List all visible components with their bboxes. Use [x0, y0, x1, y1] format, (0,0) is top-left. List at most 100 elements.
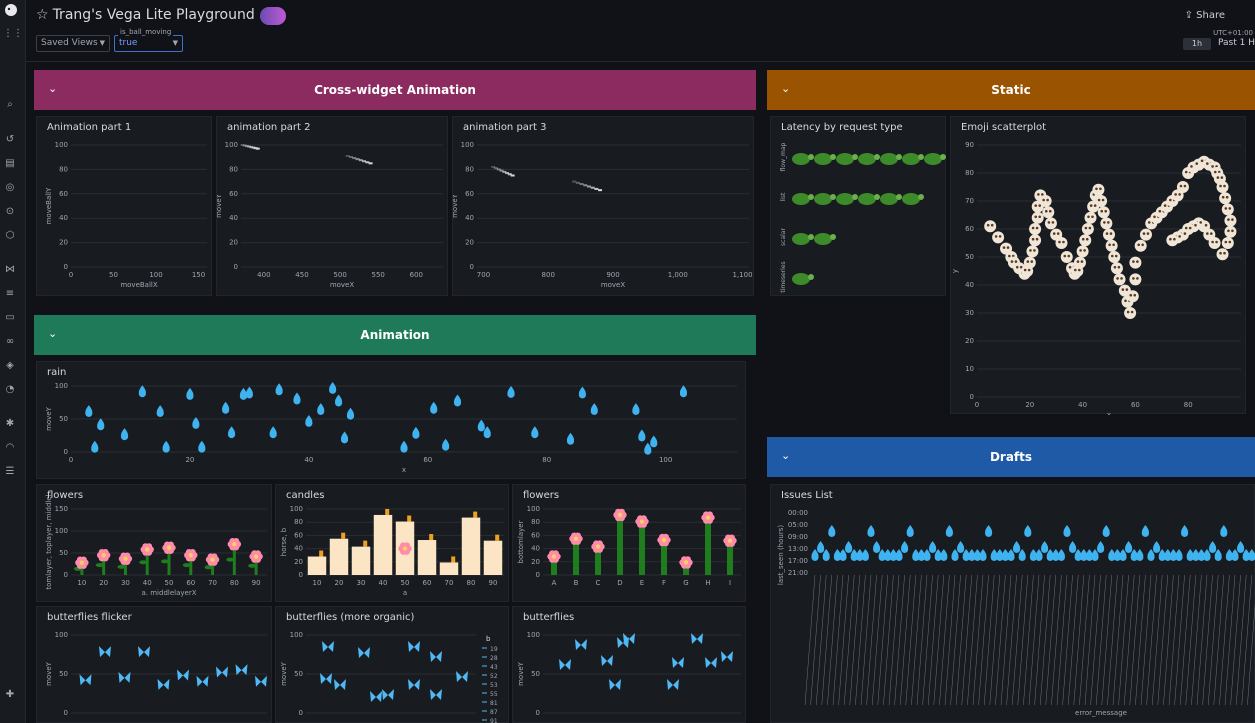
panel-candles[interactable]: candles 0 20 40 60 80 100 a horse, b 10 20 30 40 50 60… [275, 484, 509, 602]
flower-center [551, 554, 557, 559]
x-tick-label: 60 [1131, 401, 1140, 409]
emoji-eye [1219, 251, 1222, 255]
emoji-eye [1067, 254, 1071, 258]
chevron-down-icon[interactable]: ⌄ [781, 82, 791, 95]
panel-animation-part-3[interactable]: animation part 3 0 20 40 60 80 100 moveX moveY 70… [451, 116, 754, 296]
dashboard-title[interactable]: ☆Trang's Vega Lite Playground⌄ [36, 7, 266, 23]
x-tick-label: 0 [69, 271, 73, 279]
emoji-eye [1008, 254, 1011, 258]
flower-center [402, 546, 408, 551]
x-tick-label: 100 [659, 456, 672, 464]
emoji-eye [1179, 184, 1183, 188]
raindrop [884, 549, 892, 561]
graph-icon[interactable]: ⋈ [5, 264, 15, 275]
ball-trail-point [583, 184, 588, 187]
x-tick-label: 70 [445, 579, 454, 587]
panel-butterflies-flicker[interactable]: butterflies flicker 0 50 100 moveY [36, 606, 272, 723]
turtle-head [852, 154, 858, 160]
y-tick-label: 70 [965, 197, 974, 205]
turtle-shell [792, 193, 810, 205]
emoji-point [1079, 234, 1092, 247]
emoji-point [1134, 239, 1147, 252]
gauge-icon[interactable]: ◔ [5, 384, 15, 395]
flower-center [683, 560, 689, 565]
emoji-eye [1213, 170, 1217, 174]
emoji-point [1221, 203, 1234, 216]
variable-dropdown[interactable]: true ▼ [114, 35, 183, 52]
x-tick-label-line [1011, 574, 1023, 706]
apps-grid-icon[interactable]: ⋮⋮ [3, 28, 23, 39]
search-icon[interactable]: ⌕ [7, 99, 13, 110]
x-tick-label-line [838, 574, 849, 706]
ball-trail-point [590, 186, 595, 189]
row-cross-widget-animation[interactable]: ⌄ Cross-widget Animation [34, 70, 756, 110]
flower-leaf [182, 563, 191, 568]
emoji-eye [1206, 162, 1209, 165]
list-icon[interactable]: ☰ [5, 466, 15, 477]
x-tick-label-line [1129, 574, 1141, 706]
y-tick-label: 80 [965, 169, 974, 177]
time-range-picker[interactable]: Past 1 H [1218, 38, 1255, 48]
app-logo-icon[interactable] [2, 2, 20, 18]
panel-issues-list[interactable]: Issues List 00:00 05:00 09:00 13:00 17:00 21:0… [770, 484, 1255, 723]
panel-butterflies[interactable]: butterflies 0 50 100 moveY [512, 606, 746, 723]
panel-animation-part-1[interactable]: Animation part 1 0 20 40 60 80 100 moveBallX mov… [36, 116, 212, 296]
panel-butterflies-organic[interactable]: butterflies (more organic) 0 50 100 moveY b 19… [275, 606, 509, 723]
monitor-icon[interactable]: ▭ [5, 312, 15, 323]
emoji-point [1031, 211, 1044, 224]
emoji-eye [1227, 229, 1230, 233]
panel-animation-part-2[interactable]: animation part 2 0 20 40 60 80 100 moveX moveY 40… [215, 116, 448, 296]
x-tick-label: 100 [149, 271, 162, 279]
cube-icon[interactable]: ⬡ [5, 230, 15, 241]
raindrop [1052, 549, 1060, 561]
x-tick-label-line [1062, 574, 1073, 706]
shield-icon[interactable]: ◈ [6, 360, 14, 371]
avatar[interactable] [260, 7, 286, 25]
panel-latency[interactable]: Latency by request type flow_map list scala… [770, 116, 946, 296]
y-tick-label: 50 [531, 670, 540, 678]
y-tick-label: 80 [59, 165, 68, 173]
flower-leaf [139, 560, 148, 565]
share-button[interactable]: ⇪ Share [1184, 10, 1225, 21]
candle-bar [329, 538, 349, 575]
chevron-down-icon[interactable]: ⌄ [48, 327, 58, 340]
x-tick-label-line [1123, 574, 1135, 706]
raindrop [430, 401, 438, 414]
row-static[interactable]: ⌄ Static [767, 70, 1255, 110]
plugin-icon[interactable]: ✚ [5, 689, 15, 700]
history-icon[interactable]: ↺ [5, 134, 15, 145]
row-drafts[interactable]: ⌄ Drafts [767, 437, 1255, 477]
filter-icon[interactable]: ≡ [5, 288, 15, 299]
binoculars-icon[interactable]: ⊙ [5, 206, 15, 217]
link-icon[interactable]: ∞ [5, 336, 15, 347]
explore-icon[interactable]: ◎ [5, 182, 15, 193]
turtle-shell [836, 153, 854, 165]
speed-icon[interactable]: ◠ [5, 442, 15, 453]
x-tick-label: 10 [313, 579, 322, 587]
panel-flowers-1[interactable]: flowers 0 50 100 150 a. middlelayerX tomlayer,… [36, 484, 272, 602]
row-animation[interactable]: ⌄ Animation [34, 315, 756, 355]
time-interval-button[interactable]: 1h [1183, 38, 1211, 50]
panel-emoji-scatter[interactable]: Emoji scatterplot 0 10 20 30 40 50 60 70 80 90 x y 0 2… [950, 116, 1246, 419]
raindrop [275, 383, 283, 396]
dashboards-icon[interactable]: ▤ [5, 158, 15, 169]
emoji-eye [1084, 226, 1088, 230]
bug-icon[interactable]: ✱ [5, 418, 15, 429]
raindrop [817, 541, 825, 553]
star-icon[interactable]: ☆ [36, 7, 49, 23]
emoji-eye [1227, 218, 1230, 221]
saved-views-dropdown[interactable]: Saved Views ▼ [36, 35, 110, 52]
emoji-eye [990, 223, 994, 227]
emoji-point [1026, 245, 1039, 258]
raindrop [1097, 541, 1105, 553]
candle-bar [439, 562, 459, 575]
panel-flowers-2[interactable]: flowers 0 20 40 60 80 100 bottomlayer A B C D E F G H I [512, 484, 746, 602]
chevron-down-icon[interactable]: ⌄ [48, 82, 58, 95]
emoji-point [1139, 228, 1152, 241]
x-tick-label-line [995, 574, 1006, 706]
panel-rain[interactable]: rain 0 50 100 x moveY 0 20 40 60 80 100 [36, 361, 746, 479]
chevron-down-icon[interactable]: ⌄ [781, 449, 791, 462]
emoji-eye [1142, 232, 1146, 235]
emoji-eye [1100, 209, 1104, 213]
